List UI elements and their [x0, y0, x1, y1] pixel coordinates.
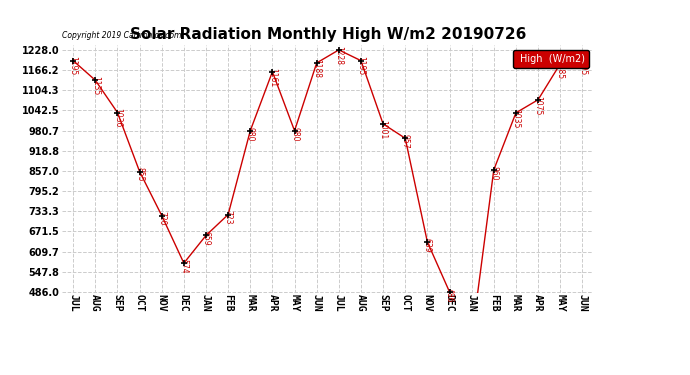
Text: 1135: 1135	[91, 76, 100, 95]
Text: 574: 574	[179, 259, 188, 274]
Text: 1195: 1195	[578, 57, 586, 76]
Text: 1161: 1161	[268, 68, 277, 87]
Text: Copyright 2019 Cartronics.com: Copyright 2019 Cartronics.com	[62, 31, 181, 40]
Text: 1036: 1036	[113, 108, 122, 128]
Text: 980: 980	[246, 127, 255, 141]
Text: 1075: 1075	[533, 96, 542, 115]
Text: 1195: 1195	[357, 57, 366, 76]
Text: 1228: 1228	[335, 46, 344, 65]
Text: 1035: 1035	[511, 109, 520, 128]
Legend: High  (W/m2): High (W/m2)	[513, 50, 589, 68]
Text: 1195: 1195	[69, 57, 78, 76]
Text: 1001: 1001	[379, 120, 388, 139]
Text: 720: 720	[157, 211, 166, 226]
Text: 659: 659	[201, 231, 210, 246]
Text: 1188: 1188	[312, 59, 321, 78]
Text: 860: 860	[489, 166, 498, 180]
Text: 486: 486	[445, 288, 454, 302]
Text: 639: 639	[423, 238, 432, 252]
Text: 342: 342	[0, 374, 1, 375]
Text: 1185: 1185	[555, 60, 564, 79]
Text: 855: 855	[135, 167, 144, 182]
Title: Solar Radiation Monthly High W/m2 20190726: Solar Radiation Monthly High W/m2 201907…	[130, 27, 526, 42]
Text: 957: 957	[401, 134, 410, 149]
Text: 980: 980	[290, 127, 299, 141]
Text: 723: 723	[224, 210, 233, 225]
